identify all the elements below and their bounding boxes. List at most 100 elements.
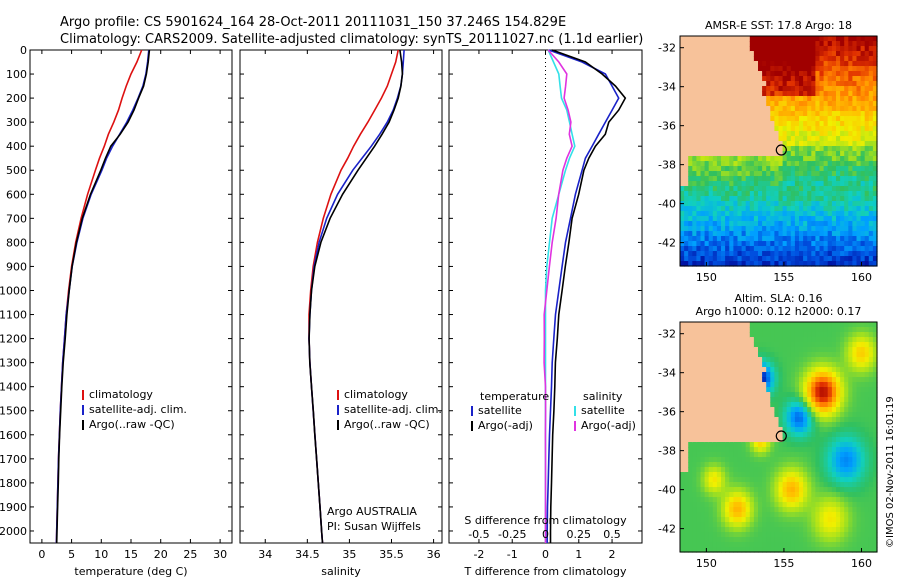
sla_map-cell [856, 462, 862, 468]
sst_map-cell [860, 71, 866, 77]
sla_map-cell [766, 362, 771, 368]
sst_map-cell [684, 136, 689, 142]
sst_map-cell [844, 186, 849, 192]
sst_map-cell [700, 176, 706, 182]
sst_map-cell [696, 76, 702, 82]
sst_map-cell [762, 106, 767, 112]
sla_map-cell [827, 332, 833, 338]
sst_map-cell [782, 76, 788, 82]
sst_map-cell [811, 201, 816, 207]
sla_map-cell [836, 417, 841, 423]
sla_map-cell [803, 547, 808, 553]
sla_map-cell [712, 327, 718, 333]
sst_map-cell [708, 96, 714, 102]
sla_map-cell [852, 327, 858, 333]
sla_map-ytick-label: -32 [658, 328, 676, 341]
sst_map-cell [811, 251, 816, 257]
sla_map-cell [860, 462, 866, 468]
sla_map-cell [721, 322, 726, 328]
sla_map-cell [852, 542, 858, 548]
sst_map-cell [848, 131, 853, 137]
sla_map-cell [733, 487, 739, 493]
sst_map-cell [860, 56, 866, 62]
sla_map-cell [737, 372, 743, 378]
sst_map-cell [786, 221, 792, 227]
sst_map-cell [680, 66, 685, 72]
sst_map-cell [692, 226, 697, 232]
sla_map-cell [680, 442, 685, 448]
sla_map-cell [852, 482, 858, 488]
sla_map-cell [782, 477, 788, 483]
sst_map-cell [725, 196, 730, 202]
sst_map-cell [692, 36, 697, 42]
sst_map-cell [688, 211, 693, 217]
sst_map-cell [725, 76, 730, 82]
sst_map-cell [868, 111, 874, 117]
sst_map-cell [836, 96, 841, 102]
sst_map-cell [692, 176, 697, 182]
sst_map-cell [840, 161, 845, 167]
sla_map-cell [749, 397, 755, 403]
sla_map-cell [868, 417, 874, 423]
sla_map-cell [737, 502, 743, 508]
sla_map-cell [741, 322, 747, 328]
difference-s-axis-label: S difference from climatology [464, 514, 627, 527]
sst_map-cell [700, 231, 706, 237]
sla_map-cell [803, 422, 808, 428]
sla_map-cell [860, 482, 866, 488]
sla_map-cell [749, 337, 755, 343]
sst_map-cell [688, 86, 693, 92]
sst_map-cell [827, 221, 833, 227]
sst_map-cell [831, 251, 837, 257]
sla_map-cell [762, 397, 767, 403]
sst_map-cell [860, 241, 866, 247]
temperature-legend-label: Argo(..raw -QC) [89, 418, 175, 431]
sst_map-cell [712, 231, 718, 237]
sla_map-cell [749, 327, 755, 333]
sla_map-cell [819, 532, 825, 538]
sst_map-cell [688, 261, 693, 267]
sla_map-cell [704, 442, 710, 448]
sla_map-cell [819, 427, 825, 433]
sla_map-cell [741, 422, 747, 428]
sst_map-cell [836, 211, 841, 217]
sla_map-cell [770, 537, 775, 543]
sla_map-cell [733, 357, 739, 363]
sla_map-cell [708, 332, 714, 338]
sla_map-cell [712, 472, 718, 478]
sla_map-cell [692, 522, 697, 528]
sla_map-cell [680, 452, 685, 458]
sla_map-cell [860, 422, 866, 428]
sst_map-cell [790, 141, 796, 147]
sla_map-cell [716, 507, 722, 513]
sst_map-cell [680, 101, 685, 107]
sst_map-cell [827, 246, 833, 252]
sla_map-cell [762, 442, 767, 448]
sst_map-cell [848, 146, 853, 152]
sla_map-cell [831, 362, 837, 368]
sla_map-cell [819, 362, 825, 368]
sst_map-cell [753, 126, 759, 132]
sla_map-cell [696, 362, 702, 368]
sst_map-cell [741, 196, 747, 202]
sst_map-cell [840, 136, 845, 142]
sst_map-cell [753, 186, 759, 192]
sla_map-cell [745, 442, 751, 448]
sla_map-cell [799, 517, 804, 523]
sla_map-cell [725, 512, 730, 518]
sla_map-cell [688, 447, 693, 453]
sla_map-cell [819, 372, 825, 378]
sla_map-cell [721, 377, 726, 383]
sst_map-cell [758, 226, 763, 232]
sst_map-cell [684, 211, 689, 217]
sst_map-cell [827, 96, 833, 102]
sla_map-cell [794, 477, 800, 483]
sst_map-cell [778, 256, 784, 262]
sst_map-cell [836, 196, 841, 202]
sla_map-cell [704, 522, 710, 528]
sst_map-cell [721, 221, 726, 227]
sst_map-cell [733, 241, 739, 247]
sst_map-cell [827, 106, 833, 112]
sst_map-cell [749, 176, 755, 182]
sla_map-cell [737, 522, 743, 528]
